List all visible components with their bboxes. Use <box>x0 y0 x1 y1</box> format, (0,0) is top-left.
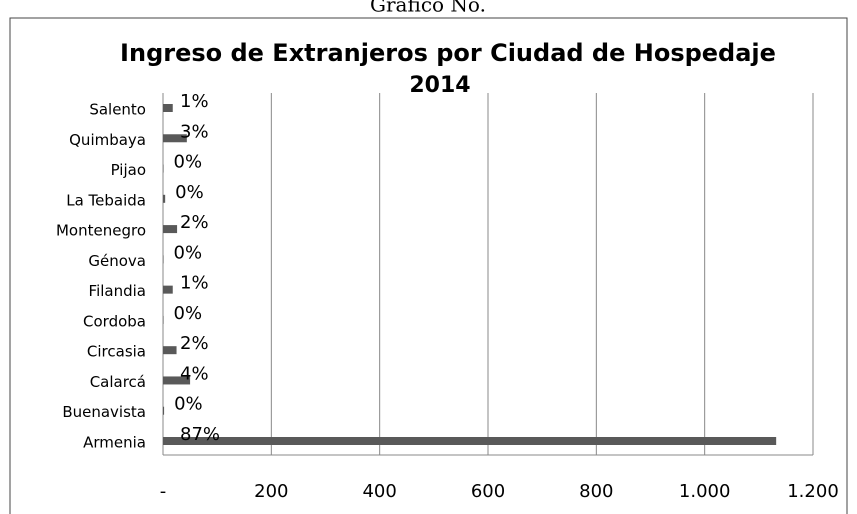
data-label: 0% <box>174 303 203 324</box>
x-tick-label: - <box>160 481 167 502</box>
data-label: 0% <box>175 182 204 203</box>
category-label: Quimbaya <box>69 131 146 149</box>
bar <box>163 164 164 173</box>
x-tick-label: 200 <box>254 481 288 502</box>
bar <box>163 376 191 385</box>
category-label: Cordoba <box>83 312 146 330</box>
x-tick-label: 1.000 <box>679 481 731 502</box>
bar <box>163 437 777 445</box>
category-label: Circasia <box>87 343 146 361</box>
bar <box>163 406 165 415</box>
category-label: Génova <box>88 252 146 270</box>
chart-title: 2014 <box>409 73 470 98</box>
bar <box>163 104 173 112</box>
category-label: Buenavista <box>62 403 146 421</box>
data-label: 0% <box>174 152 203 173</box>
data-label: 4% <box>180 363 209 384</box>
chart-frame <box>9 17 848 514</box>
bar <box>163 285 173 294</box>
bar <box>163 346 177 355</box>
category-label: La Tebaida <box>66 191 146 209</box>
data-label: 2% <box>180 333 209 354</box>
data-label: 3% <box>180 121 209 142</box>
x-tick-label: 1.200 <box>787 481 839 502</box>
x-tick-label: 800 <box>579 481 613 502</box>
category-label: Calarcá <box>90 373 146 391</box>
bar <box>163 225 178 234</box>
category-label: Filandia <box>89 282 146 300</box>
data-label: 1% <box>180 273 209 294</box>
data-label: 2% <box>180 212 209 233</box>
data-label: 0% <box>174 394 203 415</box>
bar <box>163 134 187 143</box>
x-tick-label: 400 <box>362 481 396 502</box>
data-label: 0% <box>174 242 203 263</box>
heading: Gráfico No. <box>370 0 486 17</box>
category-label: Montenegro <box>56 222 146 240</box>
bar <box>163 255 164 264</box>
chart-title: Ingreso de Extranjeros por Ciudad de Hos… <box>120 39 776 67</box>
bar <box>163 194 166 203</box>
bar <box>163 315 164 324</box>
data-label: 87% <box>180 424 220 445</box>
category-label: Pijao <box>111 161 146 179</box>
category-label: Salento <box>89 101 146 119</box>
data-label: 1% <box>180 91 209 112</box>
x-tick-label: 600 <box>471 481 505 502</box>
category-label: Armenia <box>83 434 146 452</box>
